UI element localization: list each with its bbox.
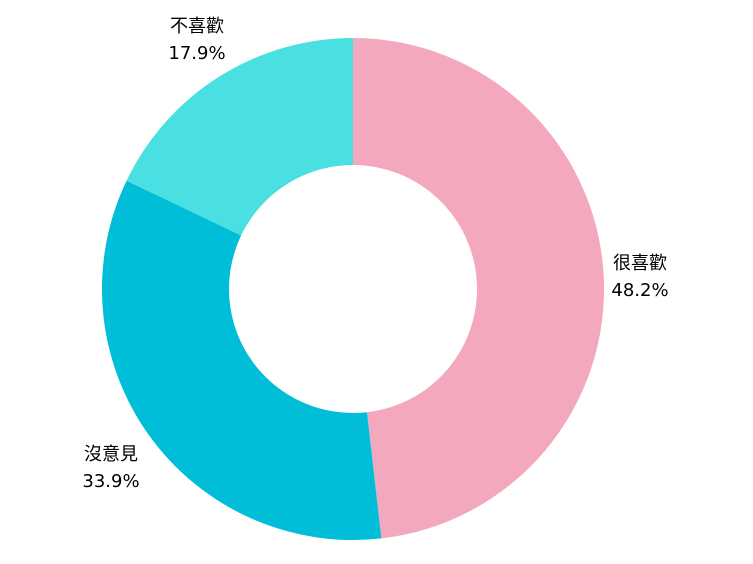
- segment-label-percent: 48.2%: [611, 280, 669, 301]
- segment-label-no-opinion: 沒意見 33.9%: [82, 441, 139, 495]
- segment-label-percent: 33.9%: [82, 471, 140, 492]
- donut-segment-1: [101, 180, 382, 541]
- donut-segment-2: [126, 38, 353, 236]
- donut-segment-0: [353, 38, 605, 539]
- segment-label-dislike: 不喜歡 17.9%: [168, 13, 225, 67]
- segment-label-name: 很喜歡: [613, 253, 667, 274]
- segment-label-very-like: 很喜歡 48.2%: [611, 250, 668, 304]
- segment-label-name: 不喜歡: [170, 16, 224, 37]
- segment-label-percent: 17.9%: [168, 43, 226, 64]
- segment-label-name: 沒意見: [84, 444, 138, 465]
